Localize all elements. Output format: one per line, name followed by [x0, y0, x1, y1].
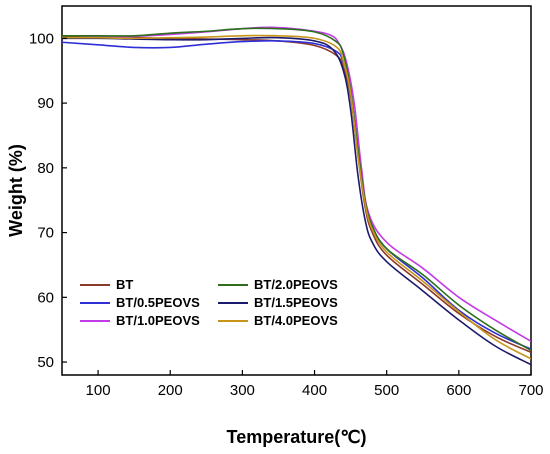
legend-label-4: BT/1.5PEOVS	[254, 295, 338, 310]
series-line-4	[62, 36, 531, 366]
x-tick-label-3: 400	[302, 382, 327, 399]
legend-label-5: BT/4.0PEOVS	[254, 313, 338, 328]
y-axis-ticks: 50 60 70 80 90 100	[29, 30, 67, 371]
x-tick-label-5: 600	[446, 382, 471, 399]
y-tick-label-5: 100	[29, 30, 54, 47]
y-axis-title: Weight (%)	[6, 144, 26, 237]
x-axis-ticks: 100 200 300 400 500 600 700	[86, 370, 544, 399]
y-tick-label-4: 90	[37, 95, 54, 112]
x-tick-label-2: 300	[230, 382, 255, 399]
series-layer	[62, 26, 531, 366]
legend-label-0: BT	[116, 277, 133, 292]
legend-label-2: BT/1.0PEOVS	[116, 313, 200, 328]
y-tick-label-0: 50	[37, 354, 54, 371]
legend-label-3: BT/2.0PEOVS	[254, 277, 338, 292]
x-tick-label-1: 200	[158, 382, 183, 399]
y-tick-label-3: 80	[37, 160, 54, 177]
series-line-3	[62, 27, 531, 352]
x-axis-title: Temperature(℃)	[227, 427, 367, 447]
legend: BT BT/2.0PEOVS BT/0.5PEOVS BT/1.5PEOVS BT/1.…	[80, 277, 338, 328]
plot-frame	[61, 5, 532, 376]
x-tick-label-0: 100	[86, 382, 111, 399]
legend-label-1: BT/0.5PEOVS	[116, 295, 200, 310]
x-tick-label-4: 500	[374, 382, 399, 399]
x-tick-label-6: 700	[518, 382, 543, 399]
series-line-5	[62, 34, 531, 360]
y-tick-label-2: 70	[37, 225, 54, 242]
y-tick-label-1: 60	[37, 289, 54, 306]
